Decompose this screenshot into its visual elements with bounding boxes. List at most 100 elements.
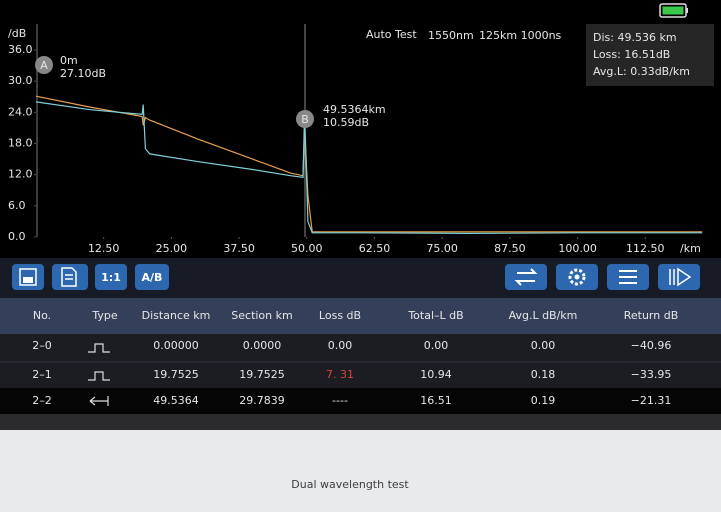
run-button[interactable] bbox=[658, 264, 700, 290]
settings-button[interactable] bbox=[556, 264, 598, 290]
y-tick-label: 12.0 bbox=[8, 168, 33, 181]
column-header: Total–L dB bbox=[407, 309, 463, 322]
swap-button[interactable] bbox=[505, 264, 547, 290]
y-tick-label: 6.0 bbox=[8, 199, 26, 212]
swap-icon bbox=[514, 268, 538, 286]
save-icon-detail bbox=[23, 277, 33, 283]
info-avg-loss: Avg.L: 0.33dB/km bbox=[593, 65, 690, 78]
column-header: Loss dB bbox=[319, 309, 361, 322]
wavelength: 1550nm bbox=[428, 29, 474, 42]
report-button[interactable] bbox=[52, 264, 88, 290]
button-bg bbox=[135, 264, 169, 290]
y-tick-label: 36.0 bbox=[8, 43, 33, 56]
column-header: Return dB bbox=[624, 309, 679, 322]
button-bg bbox=[95, 264, 127, 290]
info-box bbox=[586, 24, 714, 86]
table-cell: ---- bbox=[332, 394, 348, 407]
table-cell: 0.0000 bbox=[243, 339, 282, 352]
y-tick-label: 24.0 bbox=[8, 105, 33, 118]
test-mode: Auto Test bbox=[366, 28, 417, 41]
y-tick-label: 0.0 bbox=[8, 230, 26, 243]
table-cell: 19.7525 bbox=[153, 368, 199, 381]
table-cell: −40.96 bbox=[631, 339, 672, 352]
table-header-bg bbox=[0, 298, 721, 334]
y-tick-label: 30.0 bbox=[8, 74, 33, 87]
trace bbox=[35, 101, 703, 235]
table-cell: 49.5364 bbox=[153, 394, 199, 407]
button-bg bbox=[52, 264, 88, 290]
x-tick-label: 25.00 bbox=[156, 242, 188, 255]
table-row-selected-bg bbox=[0, 388, 721, 414]
x-tick-label: 112.50 bbox=[626, 242, 665, 255]
table-cell: 0.00 bbox=[424, 339, 449, 352]
save-button[interactable] bbox=[12, 264, 44, 290]
table-row-bg bbox=[0, 362, 721, 388]
marker-level: 10.59dB bbox=[323, 116, 369, 129]
table-cell: 2–2 bbox=[32, 394, 52, 407]
table-cell: 16.51 bbox=[420, 394, 452, 407]
button-bg bbox=[505, 264, 547, 290]
table-footer bbox=[0, 414, 721, 430]
table-cell: 0.00 bbox=[328, 339, 353, 352]
trace bbox=[35, 95, 703, 233]
report-icon bbox=[61, 267, 77, 287]
table-cell: −21.31 bbox=[631, 394, 672, 407]
x-tick-label: 62.50 bbox=[359, 242, 391, 255]
table-cell: 2–1 bbox=[32, 368, 52, 381]
run-icon bbox=[669, 267, 692, 287]
gear-icon bbox=[568, 268, 586, 286]
save-icon bbox=[19, 268, 37, 286]
table-cell: 0.19 bbox=[531, 394, 556, 407]
marker-level: 27.10dB bbox=[60, 67, 106, 80]
table-cell: 7. 31 bbox=[326, 368, 354, 381]
gear-center bbox=[574, 274, 580, 280]
x-tick-label: 87.50 bbox=[494, 242, 526, 255]
list-icon bbox=[619, 270, 637, 284]
marker-distance: 49.5364km bbox=[323, 103, 386, 116]
marker-badge bbox=[296, 110, 314, 128]
marker-label: A bbox=[40, 59, 48, 72]
table-cell: 10.94 bbox=[420, 368, 452, 381]
x-tick-label: 12.50 bbox=[88, 242, 120, 255]
table-cell: 19.7525 bbox=[239, 368, 285, 381]
battery-level bbox=[662, 6, 684, 15]
table-cell: 2–0 bbox=[32, 339, 52, 352]
pulse-icon bbox=[88, 343, 110, 381]
y-axis-label: /dB bbox=[8, 27, 26, 40]
end-icon bbox=[89, 396, 109, 406]
zoom-reset-button[interactable]: 1:1 bbox=[95, 264, 127, 290]
info-loss: Loss: 16.51dB bbox=[593, 48, 670, 61]
table-cell: 0.00000 bbox=[153, 339, 199, 352]
table-cell: −33.95 bbox=[631, 368, 672, 381]
event-table: No. Type Distance km Section km Loss dB Total… bbox=[32, 309, 678, 407]
x-tick-label: 100.00 bbox=[558, 242, 597, 255]
column-header: Section km bbox=[231, 309, 292, 322]
column-header: No. bbox=[33, 309, 51, 322]
event-list-button[interactable] bbox=[607, 264, 649, 290]
range-pulse: 125km 1000ns bbox=[479, 29, 562, 42]
info-distance: Dis: 49.536 km bbox=[593, 31, 677, 44]
marker-label: B bbox=[301, 113, 309, 126]
table-cell: 29.7839 bbox=[239, 394, 285, 407]
battery-tip bbox=[686, 8, 688, 13]
x-axis-label: /km bbox=[680, 242, 701, 255]
caption-area bbox=[0, 430, 721, 512]
button-label: 1:1 bbox=[101, 271, 121, 284]
x-tick-label: 37.50 bbox=[223, 242, 255, 255]
y-tick-label: 18.0 bbox=[8, 137, 33, 150]
column-header: Distance km bbox=[142, 309, 211, 322]
column-header: Type bbox=[91, 309, 117, 322]
button-bg bbox=[658, 264, 700, 290]
marker-distance: 0m bbox=[60, 54, 78, 67]
caption: Dual wavelength test bbox=[291, 478, 409, 491]
table-cell: 0.00 bbox=[531, 339, 556, 352]
x-tick-label: 50.00 bbox=[291, 242, 323, 255]
x-tick-label: 75.00 bbox=[426, 242, 458, 255]
otdr-chart: /dB /km 0.0 6.0 12.0 18.0 24.0 30.0 36.0 12.50 2… bbox=[8, 24, 703, 255]
marker-badge bbox=[35, 56, 53, 74]
button-label: A/B bbox=[142, 271, 163, 284]
table-row-bg bbox=[0, 334, 721, 362]
column-header: Avg.L dB/km bbox=[509, 309, 578, 322]
ab-button[interactable]: A/B bbox=[135, 264, 169, 290]
